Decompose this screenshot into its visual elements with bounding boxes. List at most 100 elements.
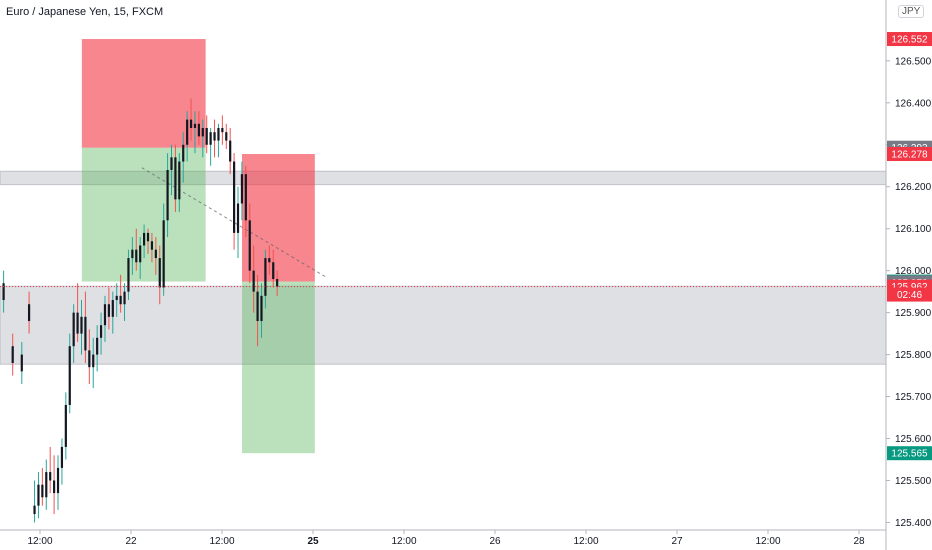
- x-tick-label: 22: [125, 536, 137, 547]
- y-tick-label: 125.400: [895, 518, 932, 529]
- short-position-2-stop-area: [242, 154, 315, 282]
- candle-body: [68, 346, 71, 405]
- candle-body: [213, 132, 216, 141]
- candle-body: [150, 241, 154, 250]
- candle-body: [53, 480, 56, 494]
- candle-body: [80, 316, 83, 334]
- candle-body: [135, 249, 138, 263]
- candle-body: [92, 354, 95, 368]
- y-tick-label: 125.800: [895, 350, 932, 361]
- candle-body: [264, 258, 267, 296]
- candle-body: [154, 249, 157, 259]
- price-tag-label: 126.278: [891, 150, 928, 161]
- candle-body: [193, 123, 197, 128]
- candle-body: [205, 127, 208, 145]
- candle-body: [84, 316, 87, 351]
- candle-body: [236, 203, 240, 233]
- candle-body: [197, 123, 200, 137]
- x-tick-label: 28: [853, 536, 865, 547]
- candle-body: [131, 249, 134, 259]
- y-tick-label: 125.900: [895, 308, 932, 319]
- price-tag: [887, 147, 932, 162]
- candle-body: [56, 467, 60, 494]
- y-tick-label: 126.500: [895, 56, 932, 67]
- y-tick-label: 126.400: [895, 98, 932, 109]
- candle-body: [276, 279, 279, 287]
- candle-body: [256, 291, 259, 322]
- chart-title: Euro / Japanese Yen, 15, FXCM: [6, 6, 164, 18]
- price-tag-label: 126.552: [891, 35, 928, 46]
- candle-body: [174, 157, 177, 200]
- candle-body: [64, 404, 67, 447]
- candle-body: [182, 144, 185, 162]
- demand-zone: [0, 285, 887, 365]
- candle-body: [11, 346, 14, 363]
- candle-body: [127, 258, 130, 292]
- candle-body: [272, 262, 275, 280]
- candle-body: [60, 446, 64, 468]
- candle-body: [37, 484, 40, 506]
- short-position-1-stop-area: [81, 39, 206, 148]
- candle-body: [27, 304, 31, 322]
- candle-body: [143, 232, 146, 246]
- y-tick-label: 126.100: [895, 224, 932, 235]
- x-tick-label: 12:00: [573, 536, 598, 547]
- candle-body: [33, 505, 36, 515]
- candle-body: [119, 295, 122, 305]
- short-position-1-target-area: [81, 147, 206, 282]
- candle-body: [72, 312, 75, 347]
- x-tick-label: 27: [671, 536, 683, 547]
- candle-body: [123, 291, 126, 305]
- candle-body: [20, 354, 23, 372]
- candle-body: [233, 161, 236, 233]
- candle-body: [49, 472, 52, 481]
- candle-body: [162, 220, 165, 288]
- candle-body: [260, 295, 263, 322]
- y-tick-label: 125.700: [895, 392, 932, 403]
- candle-body: [2, 283, 5, 301]
- y-tick-label: 125.600: [895, 434, 932, 445]
- price-tag-label: 02:46: [897, 290, 922, 301]
- currency-badge[interactable]: JPY: [898, 5, 925, 18]
- candle-body: [209, 132, 212, 145]
- candle-body: [252, 270, 255, 292]
- candle-body: [217, 127, 220, 141]
- x-tick-label: 12:00: [391, 536, 416, 547]
- candle-body: [88, 350, 91, 368]
- x-tick-label: 12:00: [27, 536, 52, 547]
- candle-body: [76, 312, 79, 334]
- candle-body: [107, 304, 110, 317]
- price-tag: [887, 287, 932, 302]
- price-tag: [887, 32, 932, 47]
- y-tick-label: 126.200: [895, 182, 932, 193]
- x-tick-label: 25: [307, 536, 319, 547]
- y-tick-label: 125.500: [895, 476, 932, 487]
- y-tick-label: 126.000: [895, 266, 932, 277]
- candle-body: [201, 127, 204, 137]
- candle-body: [115, 295, 118, 301]
- candle-body: [96, 337, 99, 355]
- candle-body: [158, 258, 161, 288]
- candle-body: [111, 300, 114, 317]
- candle-body: [225, 132, 228, 141]
- candle-body: [146, 232, 150, 242]
- candle-body: [103, 304, 107, 326]
- price-tag-label: 125.565: [891, 449, 928, 460]
- x-tick-label: 12:00: [209, 536, 234, 547]
- candle-body: [268, 258, 271, 263]
- candle-body: [45, 472, 48, 498]
- candle-body: [170, 157, 173, 170]
- x-tick-label: 12:00: [755, 536, 780, 547]
- candle-body: [41, 484, 44, 498]
- candle-body: [99, 325, 103, 338]
- short-position-2-target-area: [242, 281, 315, 454]
- candle-body: [166, 169, 169, 221]
- candle-body: [221, 127, 224, 133]
- candle-body: [189, 119, 193, 128]
- candle-body: [229, 140, 232, 162]
- candle-body: [248, 220, 251, 271]
- x-tick-label: 26: [489, 536, 501, 547]
- candle-body: [240, 174, 244, 204]
